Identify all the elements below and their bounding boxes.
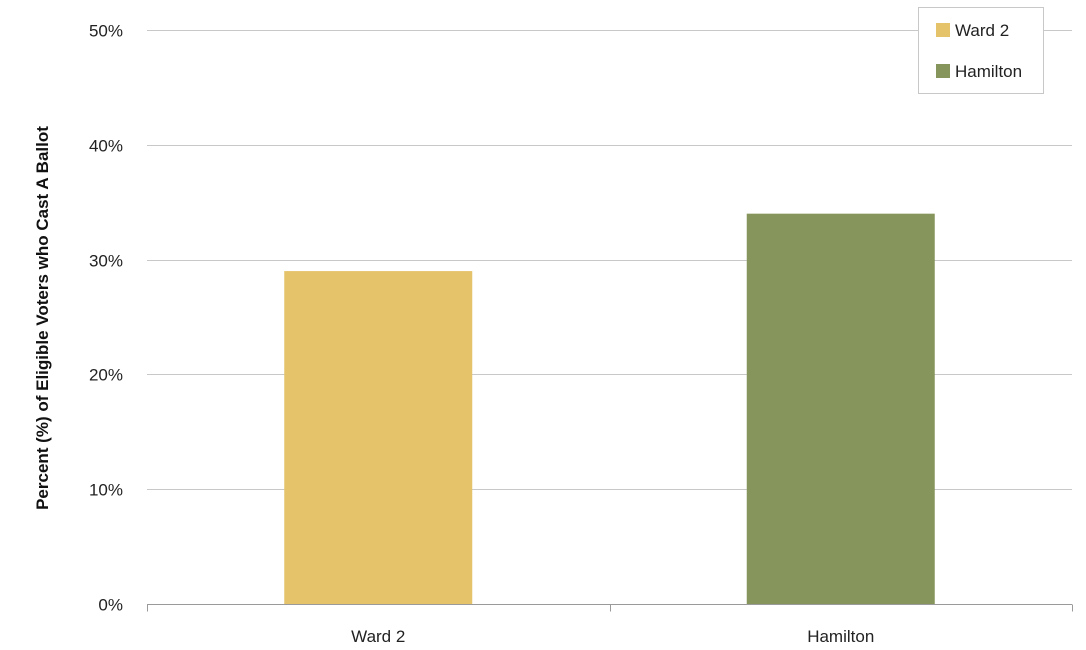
x-tick-label: Hamilton: [807, 627, 874, 646]
legend-label: Hamilton: [955, 62, 1022, 81]
y-tick-label: 50%: [89, 22, 123, 41]
legend: Ward 2 Hamilton: [918, 7, 1044, 94]
axes: [147, 604, 1073, 612]
y-tick-label: 20%: [89, 366, 123, 385]
bars: [284, 213, 935, 604]
legend-items: Ward 2 Hamilton: [936, 21, 1022, 81]
tick-labels: 0% 10% 20% 30% 40% 50% Ward 2 Hamilton: [89, 22, 874, 647]
y-tick-label: 30%: [89, 252, 123, 271]
y-tick-label: 40%: [89, 137, 123, 156]
bar-hamilton: [746, 213, 935, 604]
legend-swatch: [936, 64, 950, 78]
bar-ward-2: [284, 271, 473, 604]
legend-swatch: [936, 23, 950, 37]
x-tick-label: Ward 2: [351, 627, 405, 646]
legend-box: [918, 7, 1044, 94]
y-tick-label: 0%: [98, 596, 123, 615]
legend-label: Ward 2: [955, 21, 1009, 40]
y-tick-label: 10%: [89, 481, 123, 500]
y-axis-title: Percent (%) of Eligible Voters who Cast …: [33, 126, 52, 510]
